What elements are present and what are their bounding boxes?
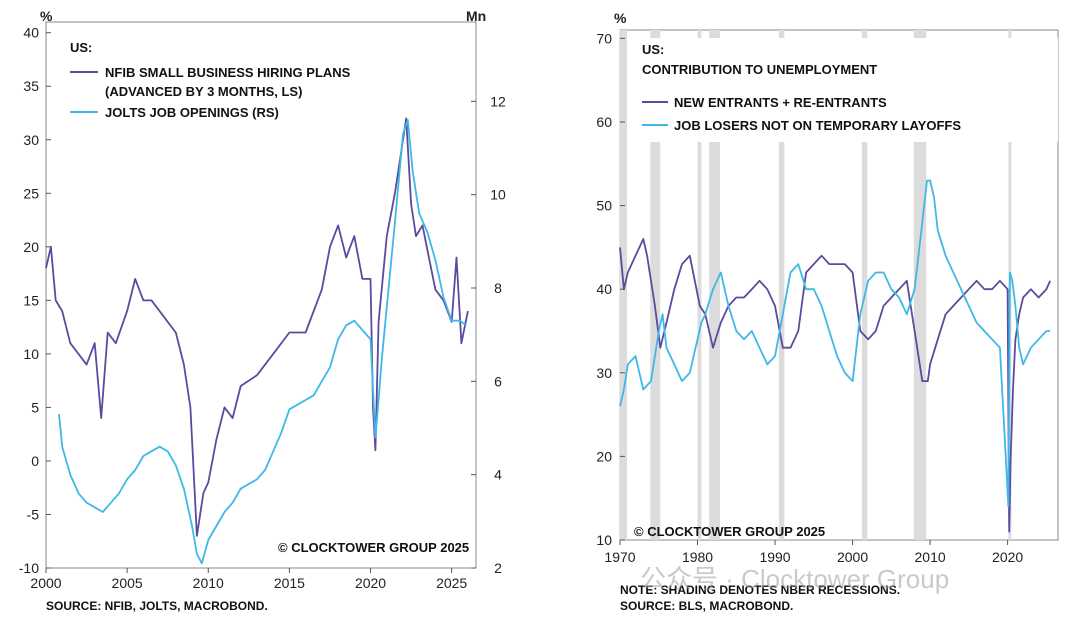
- left-y-tick-label: 5: [31, 399, 39, 415]
- left-y-tick-label: 0: [31, 453, 39, 469]
- right-panel-unit: %: [614, 10, 627, 26]
- legend-label-nfib-line2: (ADVANCED BY 3 MONTHS, LS): [105, 84, 302, 99]
- left-panel-right-tick-label: 2: [494, 560, 502, 576]
- right-y-tick-label: 50: [596, 198, 612, 214]
- right-x-tick-label: 1970: [604, 549, 635, 565]
- right-y-tick-label: 30: [596, 365, 612, 381]
- recession-band: [697, 30, 702, 540]
- recession-band: [778, 30, 785, 540]
- left-panel-right-tick-label: 8: [494, 280, 502, 296]
- recession-band: [913, 30, 927, 540]
- legend-label-entrants: NEW ENTRANTS + RE-ENTRANTS: [674, 95, 887, 110]
- right-x-tick-label: 2000: [837, 549, 868, 565]
- left-x-tick-label: 2000: [30, 575, 61, 591]
- left-panel-source: SOURCE: NFIB, JOLTS, MACROBOND.: [46, 599, 268, 613]
- right-legend-backdrop: [638, 38, 1058, 142]
- left-plot-frame: [45, 21, 477, 569]
- recession-band: [861, 30, 868, 540]
- left-panel-copyright: © CLOCKTOWER GROUP 2025: [278, 540, 469, 555]
- left-panel-right-tick-label: 6: [494, 373, 502, 389]
- left-x-tick-label: 2010: [193, 575, 224, 591]
- right-y-tick-label: 40: [596, 281, 612, 297]
- left-x-tick-label: 2015: [274, 575, 305, 591]
- right-x-tick-label: 2010: [915, 549, 946, 565]
- right-x-tick-label: 2020: [992, 549, 1023, 565]
- recession-band: [650, 30, 661, 540]
- left-y-tick-label: 35: [23, 78, 39, 94]
- left-y-tick-label: 15: [23, 292, 39, 308]
- legend-label-nfib: NFIB SMALL BUSINESS HIRING PLANS: [105, 65, 351, 80]
- left-y-tick-label: 20: [23, 239, 39, 255]
- right-panel-copyright: © CLOCKTOWER GROUP 2025: [634, 524, 825, 539]
- legend-label-jolts: JOLTS JOB OPENINGS (RS): [105, 105, 279, 120]
- right-panel-subtitle: CONTRIBUTION TO UNEMPLOYMENT: [642, 62, 877, 77]
- left-panel-title: US:: [70, 40, 92, 55]
- right-x-tick-label: 1990: [759, 549, 790, 565]
- watermark: 公众号 · Clocktower Group: [640, 564, 949, 594]
- left-panel-left-unit: %: [40, 8, 53, 24]
- left-panel-right-tick-label: 4: [494, 467, 502, 483]
- left-y-tick-label: 40: [23, 25, 39, 41]
- right-y-tick-label: 60: [596, 114, 612, 130]
- right-panel-source: SOURCE: BLS, MACROBOND.: [620, 599, 793, 613]
- legend-label-losers: JOB LOSERS NOT ON TEMPORARY LAYOFFS: [674, 118, 961, 133]
- right-panel-note: NOTE: SHADING DENOTES NBER RECESSIONS.: [620, 583, 900, 597]
- left-panel-right-tick-label: 10: [490, 187, 506, 203]
- jolts-job-openings-line: [58, 119, 467, 565]
- nfib-hiring-plans-line: [45, 117, 469, 537]
- left-x-tick-label: 2020: [355, 575, 386, 591]
- right-y-tick-label: 20: [596, 448, 612, 464]
- left-panel-right-unit: Mn: [466, 8, 486, 24]
- right-y-tick-label: 70: [596, 30, 612, 46]
- job-losers-line: [619, 179, 1051, 508]
- left-x-tick-label: 2025: [436, 575, 467, 591]
- new-entrants-line: [619, 238, 1052, 533]
- left-y-tick-label: -5: [27, 506, 40, 522]
- left-y-tick-label: 30: [23, 132, 39, 148]
- left-panel-right-tick-label: 12: [490, 93, 506, 109]
- left-y-tick-label: 25: [23, 185, 39, 201]
- right-x-tick-label: 1980: [682, 549, 713, 565]
- right-y-tick-label: 10: [596, 532, 612, 548]
- left-x-tick-label: 2005: [112, 575, 143, 591]
- left-y-tick-label: 10: [23, 346, 39, 362]
- right-panel-title: US:: [642, 42, 664, 57]
- left-y-tick-label: -10: [19, 560, 39, 576]
